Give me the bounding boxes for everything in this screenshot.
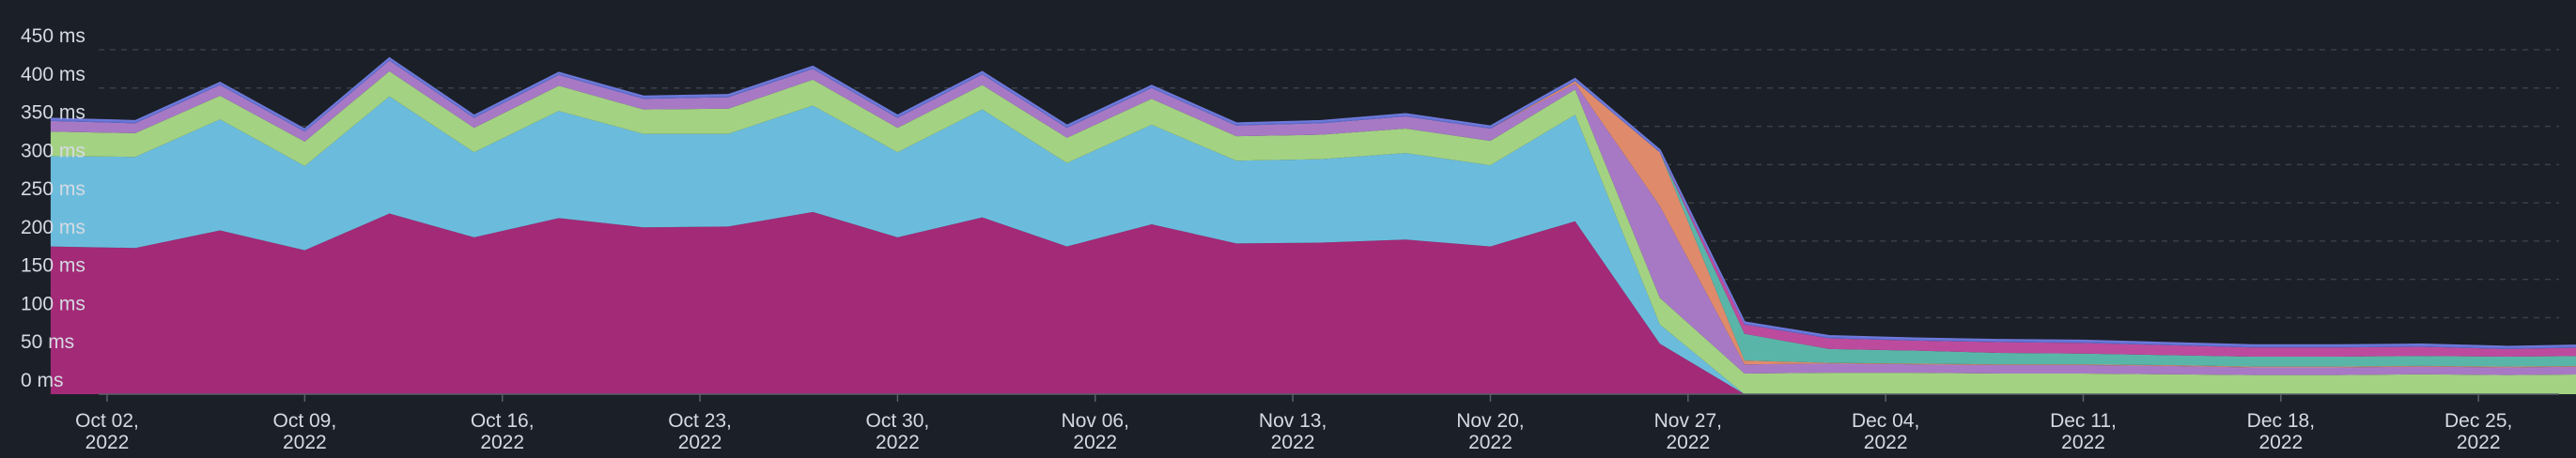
x-tick-label: Oct 30, 2022 <box>866 410 930 453</box>
x-tick-label: Oct 02, 2022 <box>75 410 139 453</box>
x-tick-label: Nov 06, 2022 <box>1062 410 1129 453</box>
x-tick-label: Dec 18, 2022 <box>2247 410 2315 453</box>
y-tick-label: 0 ms <box>21 370 64 391</box>
y-tick-label: 250 ms <box>21 178 85 200</box>
x-tick-label: Dec 04, 2022 <box>1852 410 1919 453</box>
x-tick-label: Dec 25, 2022 <box>2444 410 2512 453</box>
axis-layer: 0 ms 50 ms 100 ms 150 ms 200 ms 250 ms 300 ms 3… <box>21 25 2559 453</box>
y-tick-label: 350 ms <box>21 102 85 124</box>
x-tick-label: Oct 09, 2022 <box>272 410 336 453</box>
y-tick-label: 300 ms <box>21 140 85 161</box>
y-tick-label: 50 ms <box>21 331 74 353</box>
x-tick-label: Nov 27, 2022 <box>1654 410 1722 453</box>
series-layer <box>50 56 2576 394</box>
y-tick-label: 400 ms <box>21 64 85 85</box>
y-tick-label: 100 ms <box>21 293 85 314</box>
series-area <box>50 70 2576 394</box>
y-tick-label: 450 ms <box>21 25 85 47</box>
x-tick-label: Nov 13, 2022 <box>1259 410 1327 453</box>
series-area <box>50 96 2576 394</box>
y-tick-label: 150 ms <box>21 255 85 277</box>
x-tick-label: Oct 16, 2022 <box>471 410 535 453</box>
stack-top-line <box>50 56 2576 348</box>
x-tick-label: Oct 23, 2022 <box>668 410 732 453</box>
x-tick-label: Dec 11, 2022 <box>2050 410 2117 453</box>
series-area <box>50 211 2576 394</box>
x-tick-label: Nov 20, 2022 <box>1456 410 1524 453</box>
y-tick-label: 200 ms <box>21 217 85 238</box>
